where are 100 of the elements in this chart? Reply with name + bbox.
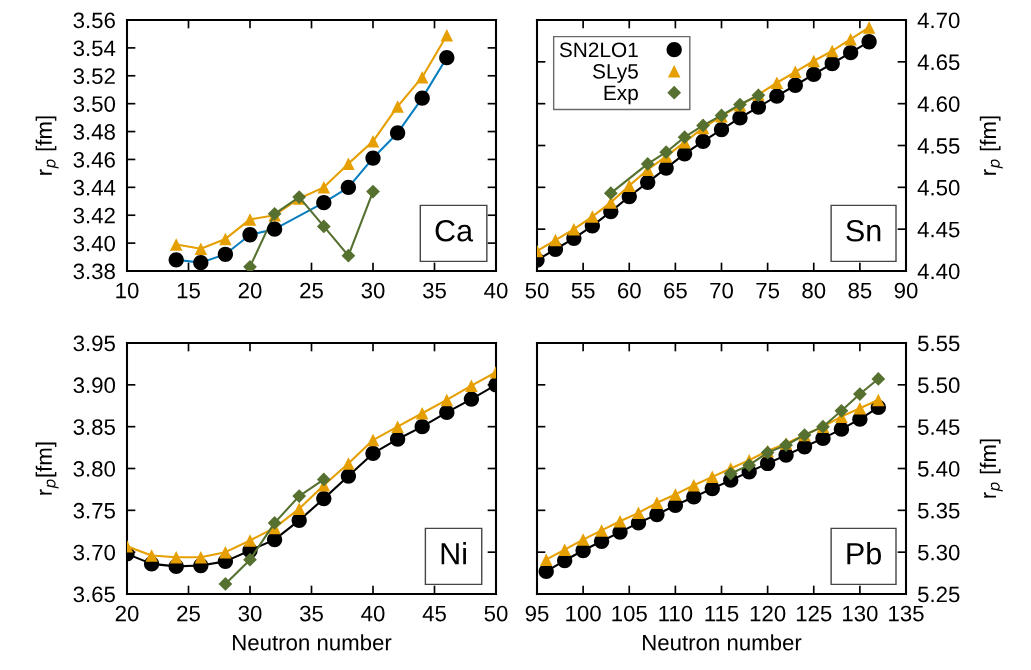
point bbox=[742, 458, 757, 473]
x-tick-label: 25 bbox=[300, 282, 323, 299]
point bbox=[342, 157, 355, 170]
point bbox=[640, 174, 656, 190]
point bbox=[603, 186, 618, 201]
point bbox=[243, 534, 257, 547]
y-tick-label: 4.70 bbox=[917, 12, 960, 29]
point bbox=[576, 533, 590, 546]
point bbox=[317, 181, 331, 194]
x-tick-label: 20 bbox=[115, 605, 139, 622]
y-tick-label: 5.35 bbox=[918, 502, 960, 519]
point bbox=[861, 34, 877, 50]
x-tick-label: 125 bbox=[796, 605, 832, 622]
point bbox=[806, 66, 822, 83]
point bbox=[340, 468, 357, 484]
annotation: Ni bbox=[441, 542, 466, 565]
x-tick-label: 100 bbox=[566, 605, 601, 622]
x-tick-label: 55 bbox=[571, 282, 595, 299]
point bbox=[604, 196, 618, 209]
point bbox=[558, 543, 571, 556]
y-tick-label: 3.95 bbox=[73, 335, 115, 352]
x-tick-label: 40 bbox=[484, 282, 508, 299]
x-tick-label: 30 bbox=[238, 605, 262, 622]
point bbox=[713, 121, 730, 138]
y-tick-label: 4.65 bbox=[917, 54, 960, 71]
point bbox=[824, 55, 840, 72]
y-tick-label: 3.65 bbox=[73, 586, 115, 603]
y-axis-title: r$_{p}$ [fm] bbox=[979, 439, 1003, 498]
point bbox=[365, 445, 381, 462]
point bbox=[414, 90, 430, 106]
y-tick-label: 5.45 bbox=[918, 419, 960, 435]
point bbox=[440, 29, 454, 42]
point bbox=[316, 219, 331, 234]
point bbox=[676, 146, 693, 162]
point bbox=[825, 44, 839, 58]
x-tick-label: 115 bbox=[705, 605, 739, 622]
point bbox=[613, 514, 627, 528]
point bbox=[316, 490, 332, 507]
point bbox=[366, 135, 380, 148]
y-axis-title: r$_{p}$[fm] bbox=[35, 442, 59, 495]
point bbox=[659, 145, 674, 160]
point bbox=[862, 21, 876, 34]
y-tick-label: 4.50 bbox=[917, 179, 960, 196]
point bbox=[391, 420, 404, 433]
point bbox=[759, 455, 776, 472]
point bbox=[623, 179, 636, 192]
y-tick-label: 3.56 bbox=[73, 12, 115, 29]
point bbox=[242, 227, 258, 243]
point bbox=[807, 54, 820, 68]
x-tick-label: 90 bbox=[894, 282, 918, 299]
point bbox=[316, 195, 332, 211]
legend-label: SN2LO1 bbox=[559, 42, 638, 58]
x-tick-label: 20 bbox=[238, 282, 262, 299]
x-tick-label: 105 bbox=[612, 605, 647, 622]
legend-label: SLy5 bbox=[593, 63, 638, 83]
point bbox=[732, 110, 748, 126]
point bbox=[218, 577, 233, 591]
y-tick-label: 3.50 bbox=[73, 96, 116, 112]
y-tick-label: 3.54 bbox=[73, 40, 116, 57]
point bbox=[669, 488, 682, 501]
point bbox=[415, 407, 429, 420]
point bbox=[439, 404, 455, 421]
point bbox=[219, 545, 232, 559]
point bbox=[796, 439, 813, 455]
point bbox=[853, 402, 867, 415]
legend-label: Exp bbox=[604, 85, 638, 105]
point bbox=[677, 130, 692, 145]
point bbox=[872, 393, 885, 407]
x-tick-label: 25 bbox=[177, 605, 200, 622]
x-tick-label: 110 bbox=[659, 605, 693, 622]
point bbox=[834, 403, 849, 418]
x-tick-label: 65 bbox=[664, 282, 687, 299]
point bbox=[389, 125, 406, 141]
x-tick-label: 35 bbox=[299, 605, 323, 622]
point bbox=[292, 502, 306, 515]
y-tick-label: 5.55 bbox=[918, 335, 960, 352]
x-tick-label: 85 bbox=[848, 282, 872, 299]
y-tick-label: 3.46 bbox=[73, 151, 115, 168]
y-tick-label: 5.50 bbox=[918, 377, 960, 394]
point bbox=[723, 466, 738, 481]
x-tick-label: 35 bbox=[422, 282, 446, 299]
point bbox=[833, 421, 850, 437]
point bbox=[219, 232, 232, 246]
point bbox=[340, 179, 357, 195]
x-tick-label: 10 bbox=[116, 282, 139, 299]
point bbox=[243, 259, 257, 271]
point bbox=[640, 157, 655, 171]
annotation: Pb bbox=[847, 542, 881, 565]
x-tick-label: 50 bbox=[484, 605, 508, 622]
x-tick-label: 75 bbox=[756, 282, 780, 299]
point bbox=[539, 553, 553, 566]
y-axis-title: r$_{p}$ [fm] bbox=[35, 116, 59, 175]
point bbox=[695, 133, 711, 149]
y-tick-label: 3.75 bbox=[73, 502, 115, 519]
point bbox=[292, 489, 307, 503]
point bbox=[650, 496, 664, 510]
point bbox=[341, 248, 356, 263]
point bbox=[266, 221, 283, 237]
point bbox=[567, 222, 581, 236]
annotation: Sn bbox=[846, 219, 881, 242]
